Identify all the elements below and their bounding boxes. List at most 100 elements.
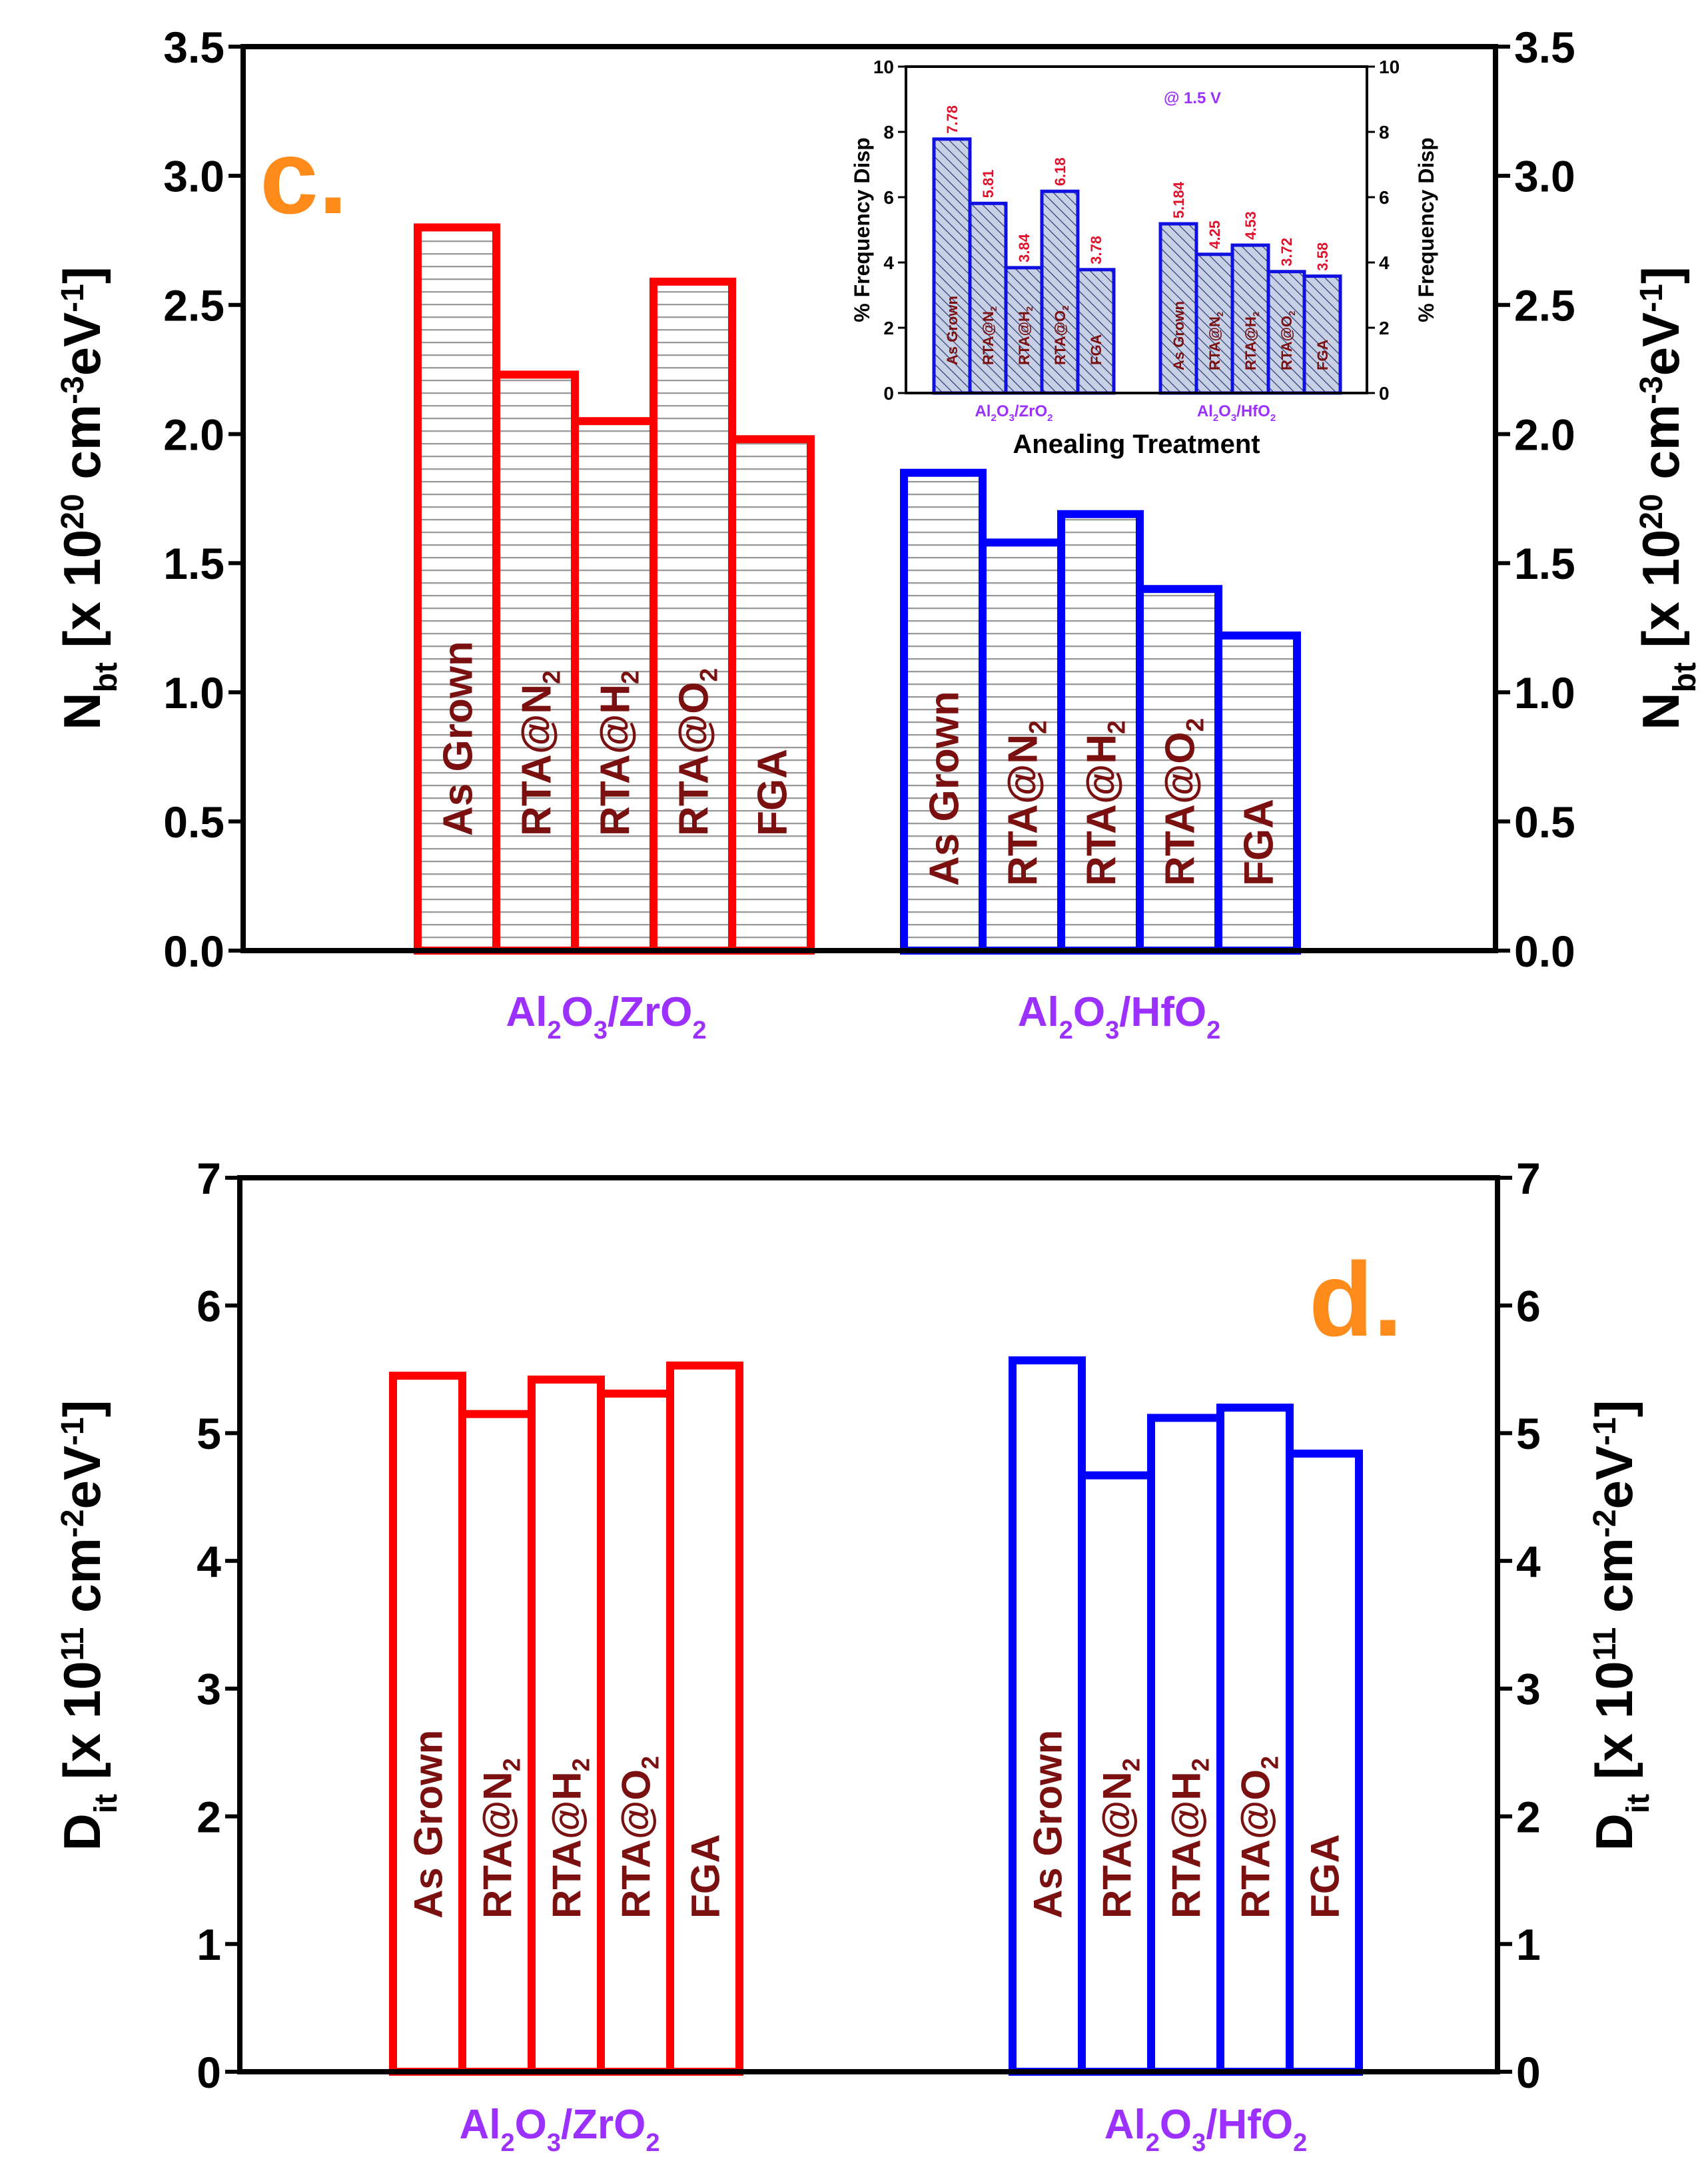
panel-d-bar-label-Al2O3/HfO2-RTA@H2: RTA@H2 <box>1164 1758 1214 1919</box>
panel-d-x-label-Al2O3/ZrO2: Al2O3/ZrO2 <box>459 2102 659 2157</box>
panel-d-x-axis-labels: Al2O3/ZrO2 Al2O3/HfO2 <box>459 2102 1307 2157</box>
panel-c-inset-bar-label-Al2O3/HfO2-As Grown: As Grown <box>1170 301 1187 370</box>
panel-c-bar-label-Al2O3/ZrO2-RTA@O2: RTA@O2 <box>671 668 722 836</box>
panel-c-bar-label-Al2O3/ZrO2-FGA: FGA <box>749 749 795 836</box>
panel-c-inset-tick-label-left: 2 <box>883 318 894 338</box>
panel-c-bar-Al2O3/HfO2-FGA <box>1214 631 1301 955</box>
panel-c-inset-bar-label-Al2O3/HfO2-RTA@N2: RTA@N2 <box>1206 312 1225 370</box>
panel-c-inset-bar-label-Al2O3/ZrO2-RTA@H2: RTA@H2 <box>1016 306 1035 365</box>
panel-c-inset-tick-label-left: 4 <box>883 252 894 273</box>
panel-c-tick-label-left: 3.5 <box>163 23 224 72</box>
panel-c-inset-bar-label-Al2O3/HfO2-FGA: FGA <box>1314 339 1331 370</box>
panel-d-bar-Al2O3/ZrO2-RTA@N2 <box>458 1410 536 2076</box>
panel-d-bar-Al2O3/HfO2-RTA@H2 <box>1147 1414 1224 2076</box>
panel-d-tick-label-left: 5 <box>197 1409 221 1458</box>
panel-d-bars <box>389 1356 1363 2076</box>
inset-value-label-Al2O3/HfO2-RTA@H2: 4.53 <box>1242 211 1259 240</box>
panel-c: As Grown RTA@N2 RTA@H2 RTA@O2 FGA As Grown RTA… <box>53 23 1703 1045</box>
panel-c-x-label-Al2O3/ZrO2: Al2O3/ZrO2 <box>506 989 706 1045</box>
panel-c-tick-label-right: 1.0 <box>1514 668 1575 717</box>
panel-c-bar-Al2O3/ZrO2-FGA <box>728 435 815 955</box>
panel-d-tick-label-left: 6 <box>197 1281 221 1330</box>
panel-d-tick-label-right: 6 <box>1516 1281 1541 1330</box>
panel-d-letter: d. <box>1309 1241 1402 1358</box>
panel-c-inset-bar-label-Al2O3/ZrO2-RTA@O2: RTA@O2 <box>1052 306 1070 365</box>
panel-c-tick-label-right: 2.5 <box>1514 280 1575 330</box>
inset-bar-labels: As Grown RTA@N2 RTA@H2 RTA@O2 FGA As Grown RTA… <box>944 296 1331 370</box>
inset-y-axis-title-left: % Frequency Disp <box>850 137 874 322</box>
inset-value-label-Al2O3/HfO2-RTA@O2: 3.72 <box>1278 238 1295 266</box>
panel-c-inset-tick-label-right: 8 <box>1379 122 1390 143</box>
panel-c-tick-label-left: 2.0 <box>163 410 224 459</box>
panel-d-bar-Al2O3/ZrO2-FGA <box>666 1361 743 2076</box>
panel-d-tick-label-right: 7 <box>1516 1154 1541 1203</box>
panel-d-tick-label-left: 7 <box>197 1154 221 1203</box>
panel-c-inset-tick-label-right: 10 <box>1379 57 1400 77</box>
panel-c-bar-label-Al2O3/HfO2-FGA: FGA <box>1236 799 1282 886</box>
panel-c-y-axis-title-right-text: Nbt [x 1020 cm-3eV-1] <box>1631 266 1703 730</box>
panel-c-tick-label-right: 1.5 <box>1514 539 1575 588</box>
panel-c-bar-label-Al2O3/HfO2-RTA@O2: RTA@O2 <box>1157 718 1208 886</box>
inset-title: @ 1.5 V <box>1164 89 1221 107</box>
panel-c-tick-label-right: 0.5 <box>1514 797 1575 847</box>
panel-c-plot-frame <box>240 44 1498 953</box>
panel-c-x-axis-labels: Al2O3/ZrO2 Al2O3/HfO2 <box>506 989 1220 1045</box>
panel-d-tick-label-right: 4 <box>1516 1537 1541 1586</box>
panel-d-bar-label-Al2O3/HfO2-RTA@O2: RTA@O2 <box>1234 1756 1284 1919</box>
panel-c-inset-tick-label-left: 8 <box>883 122 894 143</box>
panel-d-y-axis-title-right: Dit [x 1011 cm-2eV-1] <box>1585 1400 1656 1851</box>
panel-d-bar-Al2O3/HfO2-RTA@N2 <box>1078 1471 1155 2076</box>
panel-d-bar-Al2O3/HfO2-FGA <box>1286 1450 1363 2076</box>
inset-value-label-Al2O3/ZrO2-As Grown: 7.78 <box>944 105 961 134</box>
panel-d-bar-label-Al2O3/ZrO2-FGA: FGA <box>683 1834 728 1919</box>
inset-value-label-Al2O3/HfO2-FGA: 3.58 <box>1314 242 1331 271</box>
panel-c-tick-label-left: 0.5 <box>163 797 224 847</box>
panel-d-bar-label-Al2O3/HfO2-As Grown: As Grown <box>1026 1730 1070 1919</box>
panel-d-plot-frame <box>237 1175 1500 2074</box>
panel-d-bar-label-Al2O3/HfO2-FGA: FGA <box>1303 1834 1348 1919</box>
panel-c-y-axis-title-right: Nbt [x 1020 cm-3eV-1] <box>1631 266 1703 730</box>
panel-c-bar-Al2O3/ZrO2-RTA@N2 <box>492 370 579 955</box>
panel-d-y-axis-title-left: Dit [x 1011 cm-2eV-1] <box>53 1400 124 1851</box>
panel-c-inset-tick-label-left: 6 <box>883 187 894 208</box>
panel-c-inset: As Grown RTA@N2 RTA@H2 RTA@O2 FGA As Grown RTA… <box>850 57 1438 459</box>
panel-c-inset-tick-label-right: 0 <box>1379 383 1390 404</box>
panel-d-bar-labels: As Grown RTA@N2 RTA@H2 RTA@O2 FGA As Grown RTA… <box>406 1730 1348 1919</box>
panel-d-y-axis-title-left-text: Dit [x 1011 cm-2eV-1] <box>53 1400 124 1851</box>
panel-c-tick-label-left: 2.5 <box>163 280 224 330</box>
panel-d-bar-label-Al2O3/HfO2-RTA@N2: RTA@N2 <box>1095 1758 1145 1919</box>
panel-c-inset-bar-label-Al2O3/HfO2-RTA@H2: RTA@H2 <box>1242 312 1261 370</box>
panel-c-inset-x-label-Al2O3/ZrO2: Al2O3/ZrO2 <box>975 402 1053 424</box>
inset-value-label-Al2O3/ZrO2-RTA@O2: 6.18 <box>1052 157 1068 186</box>
panel-d-bar-label-Al2O3/ZrO2-RTA@H2: RTA@H2 <box>545 1758 595 1919</box>
panel-c-tick-label-left: 1.5 <box>163 539 224 588</box>
panel-d-tick-label-left: 4 <box>197 1537 221 1586</box>
panel-d-bar-label-Al2O3/ZrO2-RTA@O2: RTA@O2 <box>614 1756 664 1919</box>
panel-d-bar-Al2O3/HfO2-RTA@O2 <box>1216 1404 1294 2076</box>
panel-c-inset-tick-label-right: 2 <box>1379 318 1390 338</box>
panel-d-tick-label-left: 2 <box>197 1792 221 1841</box>
panel-c-bar-label-Al2O3/ZrO2-As Grown: As Grown <box>435 641 481 836</box>
panel-c-bar-labels: As Grown RTA@N2 RTA@H2 RTA@O2 FGA As Grown RTA… <box>435 641 1282 886</box>
panel-c-y-axis-title-left-text: Nbt [x 1020 cm-3eV-1] <box>53 266 124 730</box>
panel-d-tick-label-left: 3 <box>197 1665 221 1714</box>
inset-value-labels: 7.78 5.81 3.84 6.18 3.78 5.184 4.25 4.53 3.72 3.5… <box>944 105 1331 271</box>
panel-c-bar-Al2O3/ZrO2-As Grown <box>414 223 500 955</box>
panel-d-tick-label-left: 0 <box>197 2048 221 2097</box>
panel-c-bar-Al2O3/HfO2-RTA@H2 <box>1057 510 1144 955</box>
inset-y-axis-title-right: % Frequency Disp <box>1414 137 1438 322</box>
panel-d-y-ticks: 0 0 1 1 2 2 3 3 4 4 5 5 6 6 7 7 <box>197 1154 1541 2097</box>
inset-value-label-Al2O3/HfO2-As Grown: 5.184 <box>1170 181 1187 218</box>
panel-c-bar-Al2O3/ZrO2-RTA@O2 <box>649 277 736 955</box>
panel-c-inset-tick-label-right: 4 <box>1379 252 1390 273</box>
panel-c-tick-label-left: 0.0 <box>163 927 224 976</box>
panel-c-bar-label-Al2O3/HfO2-RTA@H2: RTA@H2 <box>1078 720 1130 886</box>
panel-c-inset-bar-label-Al2O3/ZrO2-FGA: FGA <box>1088 334 1104 365</box>
panel-d-x-label-Al2O3/HfO2: Al2O3/HfO2 <box>1104 2102 1308 2157</box>
inset-value-label-Al2O3/ZrO2-FGA: 3.78 <box>1088 236 1104 264</box>
panel-d: As Grown RTA@N2 RTA@H2 RTA@O2 FGA As Grown RTA… <box>53 1154 1656 2157</box>
panel-d-tick-label-right: 3 <box>1516 1665 1541 1714</box>
panel-d-bar-Al2O3/ZrO2-RTA@H2 <box>528 1375 605 2076</box>
panel-d-tick-label-right: 1 <box>1516 1920 1541 1969</box>
panel-c-inset-bar-Al2O3/HfO2-FGA <box>1302 274 1342 395</box>
